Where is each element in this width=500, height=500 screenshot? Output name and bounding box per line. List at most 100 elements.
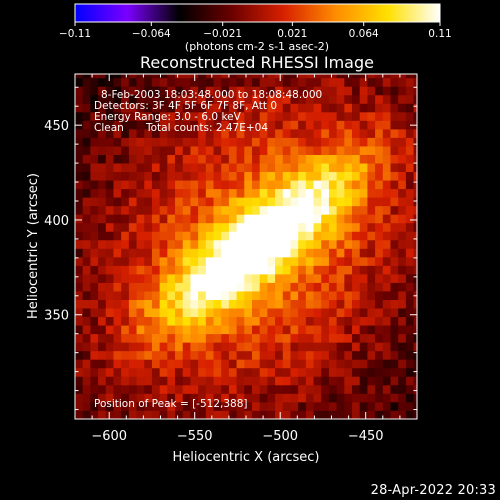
heatmap-cell: [290, 410, 299, 419]
heatmap-cell: [75, 291, 84, 300]
heatmap-cell: [213, 180, 222, 190]
heatmap-cell: [175, 256, 184, 266]
heatmap-cell: [259, 146, 268, 155]
heatmap-cell: [313, 103, 322, 113]
heatmap-cell: [236, 248, 245, 258]
heatmap-cell: [198, 393, 207, 403]
heatmap-cell: [167, 163, 176, 173]
heatmap-cell: [398, 205, 407, 215]
heatmap-cell: [121, 197, 130, 207]
annotation-energy-range: Energy Range: 3.0 - 6.0 keV: [94, 111, 242, 123]
heatmap-cell: [105, 214, 114, 224]
heatmap-cell: [82, 410, 91, 419]
heatmap-cell: [344, 350, 353, 360]
heatmap-cell: [321, 222, 330, 232]
heatmap-cell: [382, 350, 391, 360]
heatmap-cell: [413, 94, 417, 104]
heatmap-cell: [98, 273, 107, 283]
heatmap-cell: [90, 128, 99, 138]
heatmap-cell: [159, 325, 168, 335]
heatmap-cell: [282, 248, 291, 258]
heatmap-cell: [375, 265, 384, 275]
heatmap-cell: [367, 188, 376, 198]
heatmap-cell: [336, 342, 345, 352]
heatmap-cell: [251, 316, 261, 326]
heatmap-cell: [113, 282, 122, 292]
heatmap-cell: [398, 384, 407, 394]
heatmap-cell: [298, 265, 307, 275]
heatmap-cell: [205, 214, 214, 224]
heatmap-cell: [236, 239, 245, 249]
heatmap-cell: [336, 299, 345, 309]
heatmap-cell: [190, 325, 199, 335]
heatmap-cell: [382, 299, 391, 309]
heatmap-cell: [313, 342, 322, 352]
heatmap-cell: [413, 222, 417, 232]
heatmap-cell: [398, 265, 407, 275]
y-tick-label: 400: [44, 214, 69, 229]
heatmap-cell: [313, 265, 322, 275]
heatmap-cell: [413, 171, 417, 181]
heatmap-cell: [213, 333, 222, 343]
heatmap-cell: [244, 401, 253, 411]
heatmap-cell: [136, 350, 145, 360]
heatmap-cell: [359, 273, 368, 283]
heatmap-cell: [413, 154, 417, 164]
heatmap-cell: [398, 273, 407, 283]
heatmap-cell: [352, 222, 361, 232]
heatmap-cell: [321, 120, 330, 130]
heatmap-cell: [267, 74, 276, 79]
heatmap-cell: [375, 367, 384, 377]
heatmap-cell: [167, 94, 176, 104]
heatmap-cell: [90, 86, 99, 96]
heatmap-cell: [151, 188, 161, 198]
heatmap-cell: [328, 410, 338, 419]
heatmap-cell: [113, 231, 122, 241]
heatmap-cell: [344, 333, 353, 343]
heatmap-cell: [213, 146, 222, 155]
heatmap-cell: [375, 222, 384, 232]
heatmap-cell: [221, 401, 230, 411]
heatmap-cell: [344, 205, 353, 215]
heatmap-cell: [159, 273, 168, 283]
heatmap-cell: [305, 137, 314, 147]
heatmap-cell: [121, 393, 130, 403]
heatmap-cell: [90, 393, 99, 403]
heatmap-cell: [313, 120, 322, 130]
heatmap-cell: [313, 197, 322, 207]
heatmap-cell: [305, 188, 314, 198]
heatmap-cell: [228, 316, 237, 326]
heatmap-cell: [344, 154, 353, 164]
heatmap-cell: [221, 265, 230, 275]
heatmap-cell: [344, 188, 353, 198]
heatmap-cell: [305, 231, 314, 241]
heatmap-cell: [198, 256, 207, 266]
heatmap-cell: [359, 180, 368, 190]
heatmap-cell: [151, 410, 161, 419]
heatmap-cell: [198, 401, 207, 411]
heatmap-cell: [313, 146, 322, 155]
heatmap-cell: [198, 137, 207, 147]
heatmap-cell: [298, 325, 307, 335]
heatmap-cell: [236, 171, 245, 181]
heatmap-cell: [305, 94, 314, 104]
heatmap-cell: [159, 308, 168, 318]
heatmap-cell: [159, 128, 168, 138]
heatmap-cell: [313, 74, 322, 79]
heatmap-cell: [205, 111, 214, 121]
heatmap-cell: [413, 410, 417, 419]
heatmap-cell: [167, 367, 176, 377]
heatmap-cell: [128, 111, 137, 121]
heatmap-cell: [390, 333, 399, 343]
heatmap-cell: [328, 384, 338, 394]
heatmap-cell: [205, 282, 214, 292]
heatmap-cell: [228, 171, 237, 181]
heatmap-cell: [367, 214, 376, 224]
heatmap-cell: [298, 291, 307, 300]
heatmap-cell: [290, 333, 299, 343]
heatmap-cell: [390, 94, 399, 104]
heatmap-cell: [90, 342, 99, 352]
heatmap-cell: [190, 273, 199, 283]
heatmap-cell: [259, 291, 268, 300]
heatmap-cell: [113, 342, 122, 352]
